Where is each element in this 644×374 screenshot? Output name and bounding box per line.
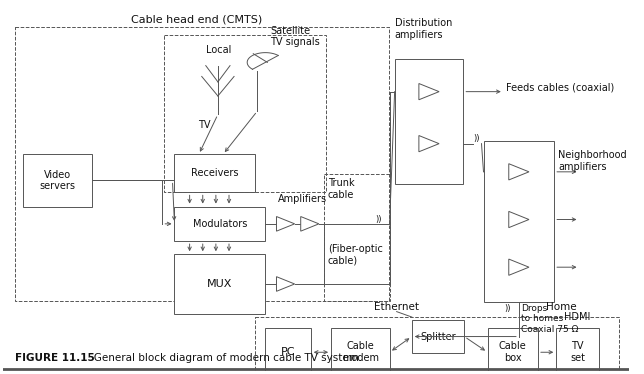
Bar — [175, 254, 265, 314]
Text: TV
set: TV set — [570, 341, 585, 363]
Polygon shape — [301, 217, 319, 231]
Text: )): )) — [505, 304, 511, 313]
Bar — [255, 317, 619, 374]
Polygon shape — [276, 217, 295, 231]
Bar — [484, 141, 554, 302]
Bar — [324, 174, 390, 301]
Text: HDMI: HDMI — [564, 312, 591, 322]
Bar — [175, 206, 265, 241]
Text: Amplifiers: Amplifiers — [278, 194, 327, 204]
Text: Drops
to homes
Coaxial 75 Ω: Drops to homes Coaxial 75 Ω — [521, 304, 578, 334]
Text: Cable head end (CMTS): Cable head end (CMTS) — [131, 15, 262, 24]
Text: MUX: MUX — [207, 279, 232, 289]
Text: PC: PC — [281, 347, 296, 357]
Text: FIGURE 11.15: FIGURE 11.15 — [15, 353, 95, 362]
Text: Splitter: Splitter — [421, 331, 456, 341]
Polygon shape — [509, 211, 529, 228]
Text: TV: TV — [198, 120, 210, 130]
Text: Satellite
TV signals: Satellite TV signals — [270, 25, 320, 47]
Text: )): )) — [473, 134, 480, 143]
Text: Trunk
cable: Trunk cable — [328, 178, 355, 200]
Text: Video
servers: Video servers — [39, 170, 75, 191]
Text: )): )) — [375, 215, 382, 224]
Text: Distribution
amplifiers: Distribution amplifiers — [395, 18, 452, 40]
Bar — [164, 35, 326, 192]
Text: Modulators: Modulators — [193, 219, 247, 229]
Text: Cable
box: Cable box — [499, 341, 527, 363]
Text: Cable
modem: Cable modem — [342, 341, 379, 363]
Polygon shape — [419, 135, 439, 152]
Bar — [412, 320, 464, 353]
Bar — [395, 59, 463, 184]
Text: Feeds cables (coaxial): Feeds cables (coaxial) — [506, 82, 614, 92]
Bar — [175, 154, 255, 192]
Bar — [331, 328, 390, 374]
Text: Home: Home — [546, 301, 576, 312]
Bar — [556, 328, 599, 374]
Polygon shape — [509, 259, 529, 275]
Text: Ethernet: Ethernet — [374, 301, 419, 312]
Bar — [23, 154, 91, 206]
Polygon shape — [419, 83, 439, 100]
Text: Local: Local — [206, 45, 231, 55]
Bar — [15, 27, 388, 301]
Text: General block diagram of modern cable TV system.: General block diagram of modern cable TV… — [84, 353, 362, 362]
Polygon shape — [276, 277, 295, 291]
Bar — [488, 328, 538, 374]
Bar — [265, 328, 311, 374]
Text: (Fiber-optic
cable): (Fiber-optic cable) — [328, 244, 383, 265]
Text: Receivers: Receivers — [191, 168, 239, 178]
Polygon shape — [509, 164, 529, 180]
Text: Neighborhood
amplifiers: Neighborhood amplifiers — [558, 150, 627, 172]
